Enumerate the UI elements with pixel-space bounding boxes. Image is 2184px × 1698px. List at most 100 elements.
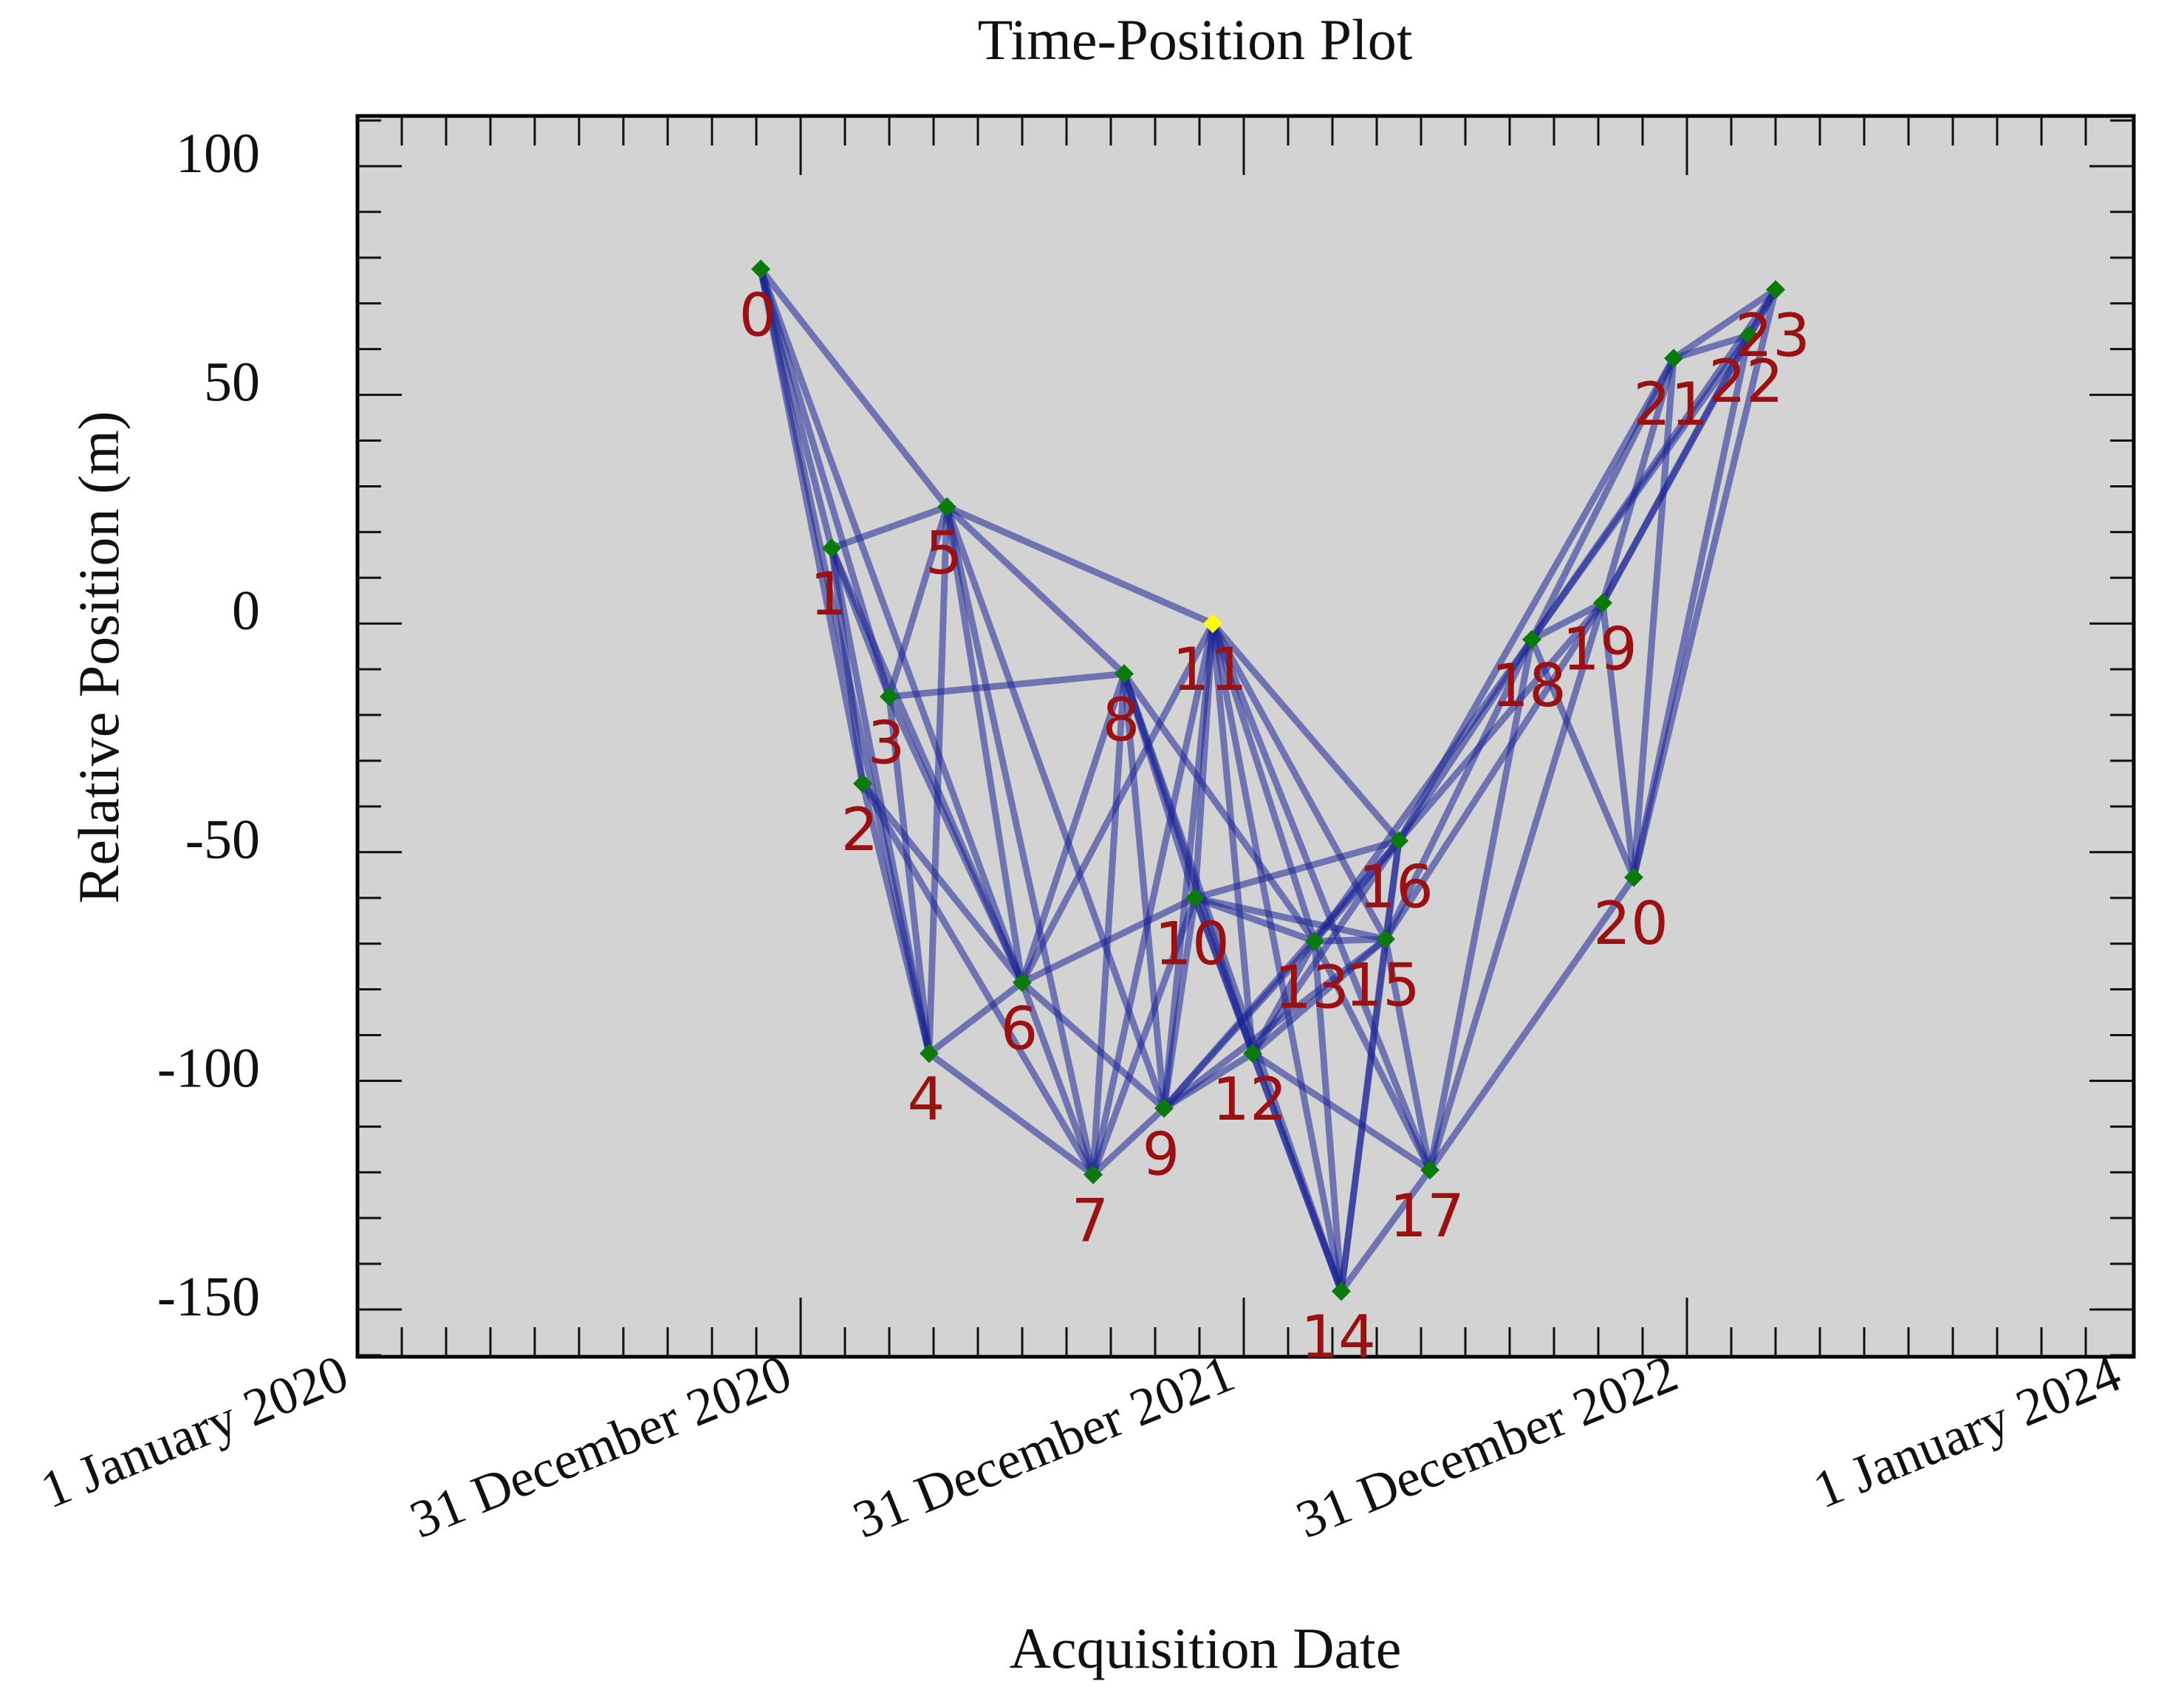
acquisition-label-11: 11 — [1172, 635, 1247, 704]
acquisition-label-4: 4 — [908, 1065, 945, 1134]
acquisition-point-12 — [1243, 1044, 1262, 1064]
baseline-edge-17-18 — [1426, 636, 1536, 1174]
acquisition-point-4 — [920, 1044, 939, 1064]
baseline-edge-11-12 — [1209, 620, 1256, 1057]
acquisition-label-0: 0 — [739, 281, 777, 349]
baseline-network — [757, 265, 1779, 1295]
y-tick-label: 100 — [176, 123, 260, 185]
acquisition-point-20 — [1624, 867, 1643, 887]
baseline-edge-8-13 — [1120, 670, 1318, 945]
acquisition-point-21 — [1664, 349, 1683, 369]
acquisition-point-15 — [1376, 929, 1395, 949]
baseline-edge-13-15 — [1311, 935, 1389, 945]
baseline-edge-10-11 — [1191, 620, 1216, 902]
baseline-edge-2-6 — [859, 780, 1026, 986]
baseline-edge-2-7 — [859, 780, 1097, 1178]
acquisition-label-1: 1 — [810, 560, 848, 629]
baseline-edge-20-23 — [1630, 286, 1779, 881]
baseline-edge-12-14 — [1249, 1050, 1345, 1295]
y-axis-title: Relative Position (m) — [66, 411, 131, 903]
acquisition-label-6: 6 — [1001, 994, 1038, 1063]
baseline-edge-11-14 — [1209, 620, 1345, 1295]
baseline-edge-7-11 — [1089, 620, 1216, 1178]
baseline-edge-22-23 — [1745, 286, 1779, 339]
baseline-edge-5-8 — [943, 503, 1128, 677]
acquisition-point-2 — [853, 773, 872, 793]
acquisition-label-9: 9 — [1143, 1120, 1180, 1189]
acquisition-point-10 — [1185, 888, 1205, 908]
baseline-edge-15-17 — [1382, 935, 1434, 1174]
baseline-edge-16-19 — [1395, 599, 1606, 844]
baseline-edge-0-5 — [757, 265, 951, 510]
baseline-edge-15-16 — [1382, 837, 1403, 942]
baseline-edge-12-16 — [1249, 837, 1403, 1057]
axis-ticks — [357, 116, 2134, 1357]
acquisition-label-21: 21 — [1633, 370, 1708, 439]
baseline-edge-5-11 — [943, 503, 1216, 627]
x-tick-label: 31 December 2022 — [1288, 1343, 1685, 1550]
x-tick-label: 1 January 2020 — [32, 1343, 356, 1520]
baseline-edge-8-9 — [1120, 670, 1168, 1112]
baseline-edge-11-13 — [1209, 620, 1318, 945]
acquisition-label-13: 13 — [1274, 954, 1349, 1022]
baseline-edge-3-5 — [886, 503, 951, 700]
x-tick-label: 1 January 2024 — [1805, 1343, 2129, 1520]
acquisition-point-1 — [822, 538, 841, 558]
baseline-edge-6-7 — [1019, 979, 1097, 1178]
baseline-edge-21-23 — [1670, 286, 1779, 362]
baseline-edge-4-7 — [925, 1050, 1097, 1178]
baseline-edge-16-21 — [1395, 355, 1677, 844]
acquisition-label-12: 12 — [1212, 1065, 1287, 1134]
acquisition-point-6 — [1013, 973, 1032, 993]
baseline-edge-18-21 — [1528, 355, 1677, 643]
y-tick-labels: 100 50 0 -50 -100 -150 — [157, 123, 260, 1328]
acquisition-label-14: 14 — [1301, 1303, 1376, 1372]
acquisition-label-23: 23 — [1735, 301, 1810, 370]
baseline-edge-15-19 — [1382, 599, 1606, 942]
baseline-edge-3-4 — [886, 693, 933, 1057]
baseline-edge-6-9 — [1019, 979, 1168, 1112]
acquisition-label-17: 17 — [1389, 1182, 1465, 1250]
acquisition-point-5 — [937, 497, 956, 517]
acquisition-point-7 — [1084, 1165, 1103, 1185]
acquisition-point-22 — [1739, 326, 1759, 346]
baseline-edge-1-2 — [828, 544, 866, 787]
baseline-edge-0-6 — [757, 265, 1026, 986]
acquisition-point-9 — [1154, 1098, 1174, 1118]
y-tick-label: 0 — [232, 580, 260, 642]
acquisition-point-18 — [1522, 629, 1541, 649]
baseline-edge-17-20 — [1426, 874, 1637, 1174]
baseline-edge-10-15 — [1191, 894, 1389, 942]
acquisition-label-5: 5 — [925, 518, 963, 587]
acquisition-label-22: 22 — [1708, 347, 1784, 416]
baseline-edge-20-21 — [1630, 355, 1677, 881]
x-tick-label: 31 December 2020 — [402, 1343, 799, 1550]
baseline-edge-7-8 — [1089, 670, 1128, 1178]
acquisition-point-8 — [1115, 664, 1134, 684]
baseline-edge-13-14 — [1311, 938, 1345, 1295]
acquisition-point-17 — [1420, 1160, 1440, 1180]
chart-title: Time-Position Plot — [978, 7, 1413, 72]
acquisition-point-23 — [1766, 280, 1785, 300]
baseline-edge-7-9 — [1089, 1105, 1168, 1178]
baseline-edge-19-20 — [1599, 599, 1637, 881]
acquisition-label-8: 8 — [1103, 685, 1140, 754]
baseline-edge-21-22 — [1670, 332, 1753, 362]
x-tick-label: 31 December 2021 — [845, 1343, 1242, 1550]
baseline-edge-18-23 — [1528, 286, 1779, 643]
baseline-edge-3-8 — [886, 670, 1128, 700]
baseline-edge-19-21 — [1599, 355, 1677, 606]
acquisition-label-7: 7 — [1072, 1186, 1109, 1255]
y-tick-label: 50 — [204, 352, 260, 414]
acquisition-label-15: 15 — [1345, 951, 1420, 1019]
baseline-edge-10-16 — [1191, 837, 1403, 902]
baseline-edge-12-17 — [1249, 1050, 1434, 1174]
baseline-edge-18-20 — [1528, 636, 1637, 881]
acquisition-points — [751, 259, 1785, 1301]
baseline-edge-2-4 — [859, 780, 933, 1057]
acquisition-point-16 — [1389, 831, 1408, 851]
y-tick-label: -100 — [157, 1037, 260, 1099]
baseline-edge-6-8 — [1019, 670, 1128, 986]
